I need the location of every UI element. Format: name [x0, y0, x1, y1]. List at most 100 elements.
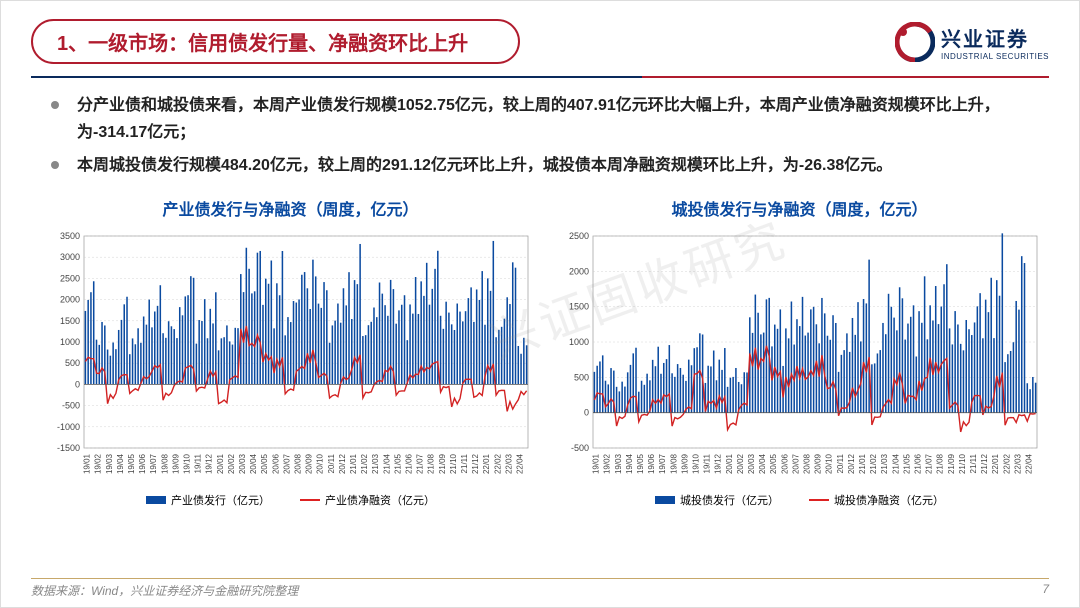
svg-text:19/05: 19/05 [635, 453, 644, 474]
svg-text:19/11: 19/11 [702, 453, 711, 473]
svg-text:19/08: 19/08 [669, 453, 678, 474]
svg-text:20/02: 20/02 [735, 453, 744, 474]
svg-text:21/03: 21/03 [880, 453, 889, 474]
svg-text:19/06: 19/06 [138, 453, 147, 474]
slide-title: 1、一级市场：信用债发行量、净融资环比上升 [57, 33, 468, 55]
svg-text:21/10: 21/10 [957, 453, 966, 474]
logo-cn: 兴业证券 [941, 23, 1049, 52]
footer: 数据来源：Wind，兴业证券经济与金融研究院整理 7 [1, 582, 1079, 599]
svg-text:-1500: -1500 [56, 443, 79, 453]
svg-text:21/11: 21/11 [459, 453, 468, 473]
svg-text:19/05: 19/05 [126, 453, 135, 474]
svg-text:19/08: 19/08 [160, 453, 169, 474]
bullet-text: 分产业债和城投债来看，本周产业债发行规模1052.75亿元，较上周的407.91… [77, 92, 1039, 146]
svg-text:20/12: 20/12 [337, 453, 346, 474]
svg-text:19/02: 19/02 [602, 453, 611, 474]
svg-text:1500: 1500 [59, 315, 79, 325]
svg-text:1000: 1000 [568, 337, 588, 347]
svg-text:21/01: 21/01 [857, 453, 866, 474]
svg-text:20/09: 20/09 [304, 453, 313, 474]
svg-text:20/12: 20/12 [846, 453, 855, 474]
svg-text:21/08: 21/08 [426, 453, 435, 474]
svg-text:19/07: 19/07 [149, 453, 158, 474]
legend-line: 产业债净融资（亿元） [300, 492, 435, 508]
svg-text:21/06: 21/06 [404, 453, 413, 474]
svg-text:19/02: 19/02 [93, 453, 102, 474]
svg-text:19/04: 19/04 [624, 453, 633, 474]
logo-text: 兴业证券 INDUSTRIAL SECURITIES [941, 23, 1049, 61]
svg-text:19/10: 19/10 [691, 453, 700, 474]
svg-text:-500: -500 [61, 400, 79, 410]
bullet-list: 分产业债和城投债来看，本周产业债发行规模1052.75亿元，较上周的407.91… [1, 78, 1079, 180]
svg-text:22/01: 22/01 [991, 453, 1000, 474]
svg-text:21/05: 21/05 [393, 453, 402, 474]
svg-text:2000: 2000 [568, 266, 588, 276]
svg-text:3500: 3500 [59, 231, 79, 241]
chart-left-legend: 产业债发行（亿元） 产业债净融资（亿元） [146, 492, 435, 508]
svg-text:21/12: 21/12 [980, 453, 989, 474]
svg-text:21/12: 21/12 [471, 453, 480, 474]
footer-line [31, 578, 1049, 579]
svg-text:20/04: 20/04 [758, 453, 767, 474]
svg-text:20/08: 20/08 [293, 453, 302, 474]
svg-text:20/02: 20/02 [226, 453, 235, 474]
svg-text:1500: 1500 [568, 301, 588, 311]
svg-text:21/04: 21/04 [382, 453, 391, 474]
svg-text:2000: 2000 [59, 294, 79, 304]
chart-right: 城投债发行与净融资（周度，亿元） -500 0 500 1000 1500 2000 250… [550, 196, 1049, 508]
svg-text:22/03: 22/03 [504, 453, 513, 474]
svg-text:21/11: 21/11 [968, 453, 977, 473]
svg-text:19/04: 19/04 [115, 453, 124, 474]
footer-source: 数据来源：Wind，兴业证券经济与金融研究院整理 [31, 582, 298, 599]
svg-text:20/10: 20/10 [824, 453, 833, 474]
svg-text:19/01: 19/01 [591, 453, 600, 474]
svg-text:500: 500 [573, 372, 588, 382]
svg-text:19/09: 19/09 [680, 453, 689, 474]
svg-text:20/04: 20/04 [249, 453, 258, 474]
svg-text:20/07: 20/07 [282, 453, 291, 474]
charts-row: 产业债发行与净融资（周度，亿元） -1500 -1000 -500 0 500 1000 1… [1, 186, 1079, 508]
svg-text:22/02: 22/02 [493, 453, 502, 474]
legend-bar-swatch [655, 496, 675, 504]
svg-text:22/03: 22/03 [1013, 453, 1022, 474]
svg-text:21/01: 21/01 [348, 453, 357, 474]
svg-text:20/03: 20/03 [237, 453, 246, 474]
svg-text:2500: 2500 [59, 273, 79, 283]
svg-text:20/01: 20/01 [724, 453, 733, 474]
svg-text:19/03: 19/03 [613, 453, 622, 474]
chart-right-svg: -5000500100015002000250019/0119/0219/031… [555, 226, 1045, 496]
svg-text:20/06: 20/06 [780, 453, 789, 474]
svg-text:3000: 3000 [59, 252, 79, 262]
svg-text:500: 500 [64, 358, 79, 368]
svg-text:19/10: 19/10 [182, 453, 191, 474]
svg-text:-1000: -1000 [56, 421, 79, 431]
svg-text:19/09: 19/09 [171, 453, 180, 474]
chart-left-svg: -1500-1000-50005001000150020002500300035… [46, 226, 536, 496]
bullet-item: 分产业债和城投债来看，本周产业债发行规模1052.75亿元，较上周的407.91… [51, 92, 1039, 146]
svg-text:19/12: 19/12 [713, 453, 722, 474]
svg-text:0: 0 [583, 407, 588, 417]
svg-text:21/08: 21/08 [935, 453, 944, 474]
svg-text:21/02: 21/02 [869, 453, 878, 474]
svg-text:22/04: 22/04 [1024, 453, 1033, 474]
svg-text:19/06: 19/06 [647, 453, 656, 474]
legend-bar-label: 产业债发行（亿元） [171, 492, 270, 508]
legend-line: 城投债净融资（亿元） [809, 492, 944, 508]
legend-line-swatch [300, 499, 320, 501]
svg-text:19/03: 19/03 [104, 453, 113, 474]
logo-en: INDUSTRIAL SECURITIES [941, 52, 1049, 61]
legend-line-swatch [809, 499, 829, 501]
svg-text:21/05: 21/05 [902, 453, 911, 474]
bullet-dot-icon [51, 161, 59, 169]
svg-text:0: 0 [74, 379, 79, 389]
svg-text:20/11: 20/11 [326, 453, 335, 473]
chart-right-legend: 城投债发行（亿元） 城投债净融资（亿元） [655, 492, 944, 508]
chart-right-title: 城投债发行与净融资（周度，亿元） [671, 196, 927, 220]
legend-bar-label: 城投债发行（亿元） [680, 492, 779, 508]
chart-left-title: 产业债发行与净融资（周度，亿元） [162, 196, 418, 220]
svg-text:2500: 2500 [568, 231, 588, 241]
svg-text:-500: -500 [570, 443, 588, 453]
bullet-dot-icon [51, 101, 59, 109]
svg-text:20/07: 20/07 [791, 453, 800, 474]
legend-line-label: 城投债净融资（亿元） [834, 492, 944, 508]
